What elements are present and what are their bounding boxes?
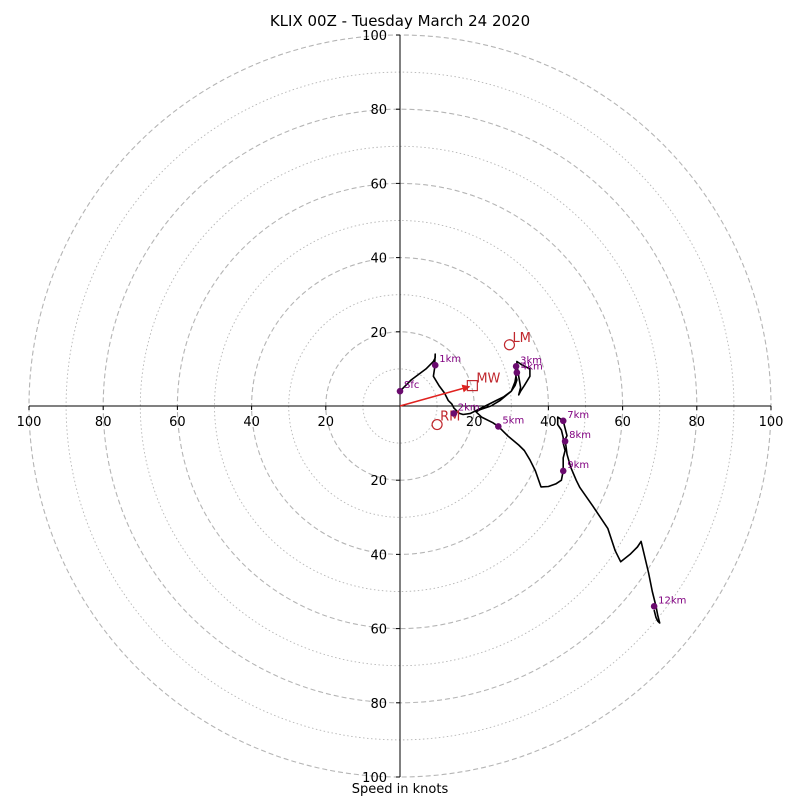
x-tick-label-right-20: 20 bbox=[466, 415, 483, 430]
height-marker-label-2km: 2km bbox=[458, 402, 480, 413]
y-tick-label-bottom-60: 60 bbox=[370, 623, 387, 638]
y-tick-label-bottom-80: 80 bbox=[370, 697, 387, 712]
y-tick-label-top-40: 40 bbox=[370, 252, 387, 267]
mean-wind-arrow bbox=[399, 384, 471, 407]
x-tick-label-right-60: 60 bbox=[614, 415, 631, 430]
y-tick-label-top-20: 20 bbox=[370, 326, 387, 341]
height-marker-3km bbox=[512, 363, 520, 370]
height-marker-label-9km: 9km bbox=[567, 460, 589, 471]
height-marker-label-5km: 5km bbox=[502, 415, 524, 426]
height-marker-7km bbox=[559, 417, 567, 425]
y-tick-label-bottom-100: 100 bbox=[362, 771, 387, 786]
x-tick-label-left-20: 20 bbox=[318, 415, 335, 430]
mean-wind-square bbox=[466, 379, 478, 392]
wind-trace-line bbox=[399, 353, 661, 624]
x-tick-label-right-80: 80 bbox=[689, 415, 706, 430]
x-tick-label-left-100: 100 bbox=[17, 415, 42, 430]
x-tick-label-right-40: 40 bbox=[540, 415, 557, 430]
height-marker-label-12km: 12km bbox=[658, 595, 686, 606]
height-marker-label-4km: 4km bbox=[521, 362, 543, 373]
height-marker-label-7km: 7km bbox=[567, 410, 589, 421]
x-tick-label-left-40: 40 bbox=[243, 415, 260, 430]
x-tick-label-left-80: 80 bbox=[95, 415, 112, 430]
left-mover-label: LM bbox=[512, 331, 530, 346]
height-marker-9km bbox=[559, 467, 567, 475]
x-tick-label-left-60: 60 bbox=[169, 415, 186, 430]
height-marker-label-1km: 1km bbox=[439, 354, 461, 365]
height-marker-label-sfc: Sfc bbox=[404, 380, 419, 391]
y-tick-label-bottom-20: 20 bbox=[370, 474, 387, 489]
right-mover-circle bbox=[431, 418, 443, 431]
hodograph-trace bbox=[399, 353, 661, 624]
height-marker-label-3km: 3km bbox=[520, 355, 542, 366]
height-marker-8km bbox=[561, 437, 569, 445]
x-axis-label: Speed in knots bbox=[351, 782, 449, 797]
mean-wind-label: MW bbox=[476, 372, 500, 387]
y-tick-label-bottom-40: 40 bbox=[370, 548, 387, 563]
height-marker-2km bbox=[450, 410, 458, 417]
height-marker-sfc bbox=[396, 387, 404, 395]
height-marker-label-8km: 8km bbox=[569, 430, 591, 441]
height-marker-4km bbox=[513, 369, 521, 376]
x-tick-label-right-100: 100 bbox=[759, 415, 784, 430]
height-marker-5km bbox=[495, 423, 502, 430]
left-mover-circle bbox=[503, 339, 516, 351]
y-tick-label-top-100: 100 bbox=[362, 29, 387, 44]
height-marker-1km bbox=[431, 361, 439, 369]
chart-title: KLIX 00Z - Tuesday March 24 2020 bbox=[269, 12, 531, 30]
tick-labels: 20 20 20 20 40 40 40 40 60 60 60 60 80 80 80 80 100 100 10… bbox=[17, 29, 784, 786]
y-tick-label-top-80: 80 bbox=[370, 103, 387, 118]
height-marker-12km bbox=[650, 603, 658, 610]
y-tick-label-top-60: 60 bbox=[370, 177, 387, 192]
